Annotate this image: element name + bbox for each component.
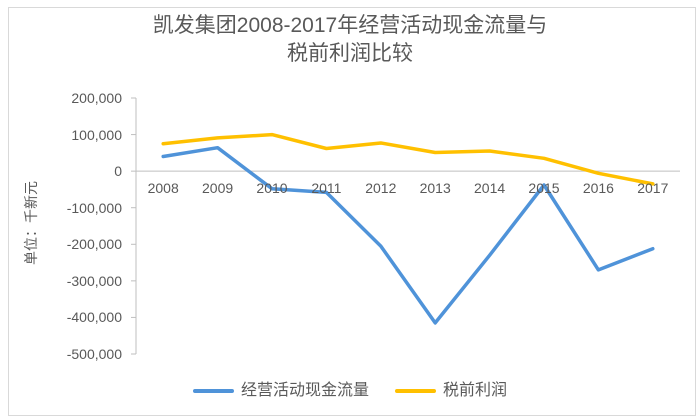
y-tick-label: -300,000: [66, 272, 122, 289]
chart-frame-border: [8, 7, 696, 416]
chart-legend: 经营活动现金流量 税前利润: [0, 380, 700, 402]
y-tick-label: -200,000: [66, 236, 122, 253]
x-tick-label-2017: 2017: [637, 180, 669, 197]
legend-label: 经营活动现金流量: [240, 382, 369, 399]
legend-label: 税前利润: [443, 382, 508, 399]
y-tick-label: 100,000: [71, 126, 122, 143]
chart-title-line1: 凯发集团2008-2017年经营活动现金流量与: [152, 14, 548, 37]
y-tick-label: -100,000: [66, 199, 122, 216]
x-tick-label-2013: 2013: [419, 180, 451, 197]
x-tick-label-2012: 2012: [365, 180, 397, 197]
y-tick-label: 0: [114, 163, 122, 180]
legend-swatch-icon: [192, 389, 234, 393]
series-line-0: [161, 145, 655, 325]
x-tick-label-2010: 2010: [256, 180, 288, 197]
chart-title: 凯发集团2008-2017年经营活动现金流量与 税前利润比较: [0, 12, 700, 68]
x-tick-label-2015: 2015: [528, 180, 560, 197]
y-tick-label: -500,000: [66, 346, 122, 362]
chart-title-line2: 税前利润比较: [287, 42, 413, 65]
x-tick-label-2008: 2008: [147, 180, 179, 197]
legend-swatch-icon: [395, 389, 436, 393]
legend-item-0: 经营活动现金流量: [192, 381, 369, 401]
x-tick-label-2016: 2016: [582, 180, 614, 197]
x-tick-label-2014: 2014: [474, 180, 506, 197]
x-tick-label-2011: 2011: [311, 180, 342, 197]
legend-item-1: 税前利润: [395, 381, 507, 401]
series-line-1: [161, 132, 655, 186]
x-tick-label-2009: 2009: [202, 180, 234, 197]
y-tick-label: 200,000: [71, 90, 122, 106]
y-tick-label: -400,000: [66, 309, 122, 326]
